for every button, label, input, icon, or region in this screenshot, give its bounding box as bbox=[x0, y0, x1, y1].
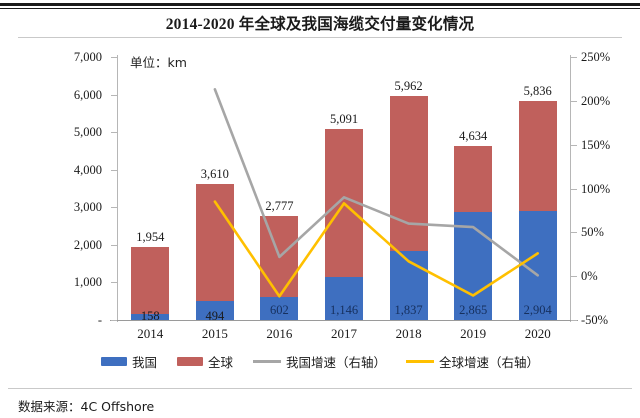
y-axis-right-tick bbox=[571, 100, 577, 102]
x-axis-label: 2014 bbox=[137, 326, 164, 341]
y-axis-left-label: 6,000 bbox=[73, 87, 102, 102]
y-axis-left-tick bbox=[111, 57, 117, 58]
y-axis-left-label: 1,000 bbox=[73, 275, 102, 290]
legend-item[interactable]: 我国增速（右轴） bbox=[253, 352, 386, 371]
legend-line-swatch-icon bbox=[253, 360, 281, 363]
y-axis-right-label: -50% bbox=[581, 313, 609, 327]
y-axis-left-label: 7,000 bbox=[73, 50, 102, 64]
y-axis-right-tick bbox=[571, 232, 577, 234]
bottom-rule bbox=[8, 388, 632, 389]
y-axis-left-label: 3,000 bbox=[73, 200, 102, 215]
bar-label-china: 2,904 bbox=[523, 303, 552, 317]
y-axis-left-tick bbox=[111, 244, 117, 246]
x-axis-label: 2016 bbox=[266, 326, 293, 341]
legend-label: 全球 bbox=[207, 355, 233, 370]
y-axis-right-tick bbox=[571, 144, 577, 146]
bar-label-china: 602 bbox=[270, 303, 289, 317]
x-axis-label: 2018 bbox=[395, 326, 422, 341]
y-axis-left-label: 2,000 bbox=[73, 237, 102, 252]
chart-legend: 我国 全球 我国增速（右轴） 全球增速（右轴） bbox=[0, 352, 640, 371]
top-rule-thin bbox=[0, 8, 640, 9]
y-axis-left-tick bbox=[111, 320, 117, 321]
x-axis-line bbox=[110, 320, 578, 321]
bar-segment-china[interactable] bbox=[131, 314, 170, 320]
y-axis-right-label: 0% bbox=[581, 269, 598, 284]
bar-label-global: 5,962 bbox=[394, 78, 423, 93]
legend-line-swatch-icon bbox=[406, 360, 435, 363]
y-axis-left-tick bbox=[111, 207, 117, 209]
source-note: 数据来源：4C Offshore bbox=[18, 399, 155, 414]
legend-label: 全球增速（右轴） bbox=[439, 355, 540, 370]
legend-bar-swatch-icon bbox=[100, 357, 127, 366]
y-axis-right-label: 100% bbox=[581, 181, 611, 196]
bar-label-global: 2,777 bbox=[265, 198, 294, 213]
bar-label-china: 1,837 bbox=[394, 303, 423, 317]
bar-label-global: 3,610 bbox=[200, 167, 229, 182]
y-axis-right-tick bbox=[571, 320, 577, 321]
legend-item[interactable]: 全球 bbox=[176, 352, 233, 371]
legend-item[interactable]: 全球增速（右轴） bbox=[406, 352, 539, 371]
bar-label-china: 1,146 bbox=[329, 303, 359, 317]
y-axis-right-label: 250% bbox=[581, 50, 611, 64]
title-underline bbox=[18, 37, 622, 38]
bar-label-global: 5,091 bbox=[329, 111, 359, 126]
x-axis-label: 2015 bbox=[201, 326, 228, 341]
legend-bar-swatch-icon bbox=[176, 357, 203, 366]
y-axis-left-tick bbox=[111, 94, 117, 96]
x-axis-label: 2017 bbox=[331, 326, 357, 341]
legend-label: 我国增速（右轴） bbox=[286, 355, 387, 370]
bar-segment-global[interactable] bbox=[131, 246, 170, 320]
y-axis-left-label: - bbox=[97, 313, 102, 327]
bar-label-global: 5,836 bbox=[523, 83, 552, 98]
page-title: 2014-2020 年全球及我国海缆交付量变化情况 bbox=[165, 16, 475, 33]
bar-segment-china[interactable] bbox=[195, 301, 234, 320]
y-axis-left-line bbox=[117, 55, 118, 322]
bar-label-china: 158 bbox=[140, 309, 160, 323]
y-axis-right-tick bbox=[571, 188, 577, 190]
bar-label-china: 2,865 bbox=[459, 303, 488, 317]
legend-label: 我国 bbox=[131, 355, 157, 370]
y-axis-right-label: 150% bbox=[581, 137, 611, 152]
y-axis-right-tick bbox=[571, 57, 577, 58]
bar-label-global: 1,954 bbox=[136, 229, 165, 244]
y-axis-right-label: 50% bbox=[581, 225, 604, 240]
y-axis-left-tick bbox=[111, 132, 117, 134]
bar-segment-china[interactable] bbox=[260, 297, 299, 320]
y-axis-left-label: 5,000 bbox=[73, 125, 102, 140]
unit-annotation: 单位：km bbox=[130, 55, 187, 70]
y-axis-left-tick bbox=[111, 169, 117, 171]
y-axis-right-tick bbox=[571, 276, 577, 278]
legend-item[interactable]: 我国 bbox=[100, 352, 157, 371]
top-rule-thick bbox=[0, 3, 640, 6]
bar-segment-global[interactable] bbox=[195, 184, 234, 320]
bar-label-china: 494 bbox=[205, 309, 225, 323]
bar-label-global: 4,634 bbox=[459, 128, 488, 143]
y-axis-right-line bbox=[570, 55, 571, 322]
y-axis-left-label: 4,000 bbox=[73, 162, 102, 177]
y-axis-left-tick bbox=[111, 282, 117, 284]
y-axis-right-label: 200% bbox=[581, 93, 611, 108]
x-axis-label: 2020 bbox=[524, 326, 551, 341]
x-axis-label: 2019 bbox=[460, 326, 487, 341]
